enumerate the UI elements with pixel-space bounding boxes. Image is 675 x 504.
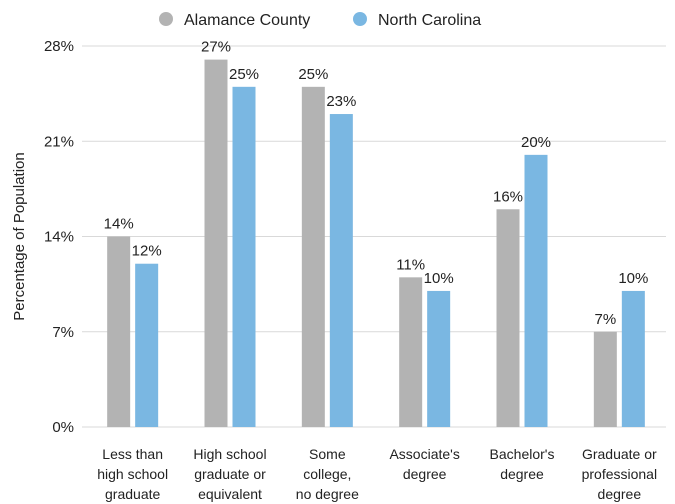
- data-label: 10%: [424, 270, 454, 287]
- data-label: 7%: [594, 311, 616, 328]
- x-tick-label: Graduate or professional degree: [582, 446, 658, 502]
- legend-label: Alamance County: [184, 12, 310, 29]
- x-tick-label-line: degree: [598, 486, 642, 502]
- legend-marker: [353, 12, 367, 26]
- y-tick-label: 28%: [44, 38, 74, 55]
- gridlines: [82, 45, 666, 428]
- data-label: 25%: [229, 66, 259, 83]
- bar: [399, 277, 423, 427]
- data-label: 27%: [201, 39, 231, 56]
- x-tick-label: Associate's degree: [389, 446, 459, 482]
- x-tick-label: Bachelor's degree: [490, 446, 555, 482]
- legend-marker: [159, 12, 173, 26]
- data-label: 23%: [326, 93, 356, 110]
- data-label: 14%: [104, 216, 134, 233]
- y-axis-title: Percentage of Population: [11, 152, 28, 320]
- bar: [427, 290, 451, 427]
- legend-label: North Carolina: [378, 12, 481, 29]
- x-tick-label-line: Some: [309, 446, 346, 462]
- y-tick-label: 7%: [52, 324, 74, 341]
- bar: [496, 209, 520, 427]
- bar: [329, 114, 353, 428]
- x-tick-label-line: Associate's: [389, 446, 459, 462]
- x-tick-label: Less than high school graduate: [97, 446, 168, 502]
- y-tick-label: 0%: [52, 419, 74, 436]
- y-tick-label: 14%: [44, 229, 74, 246]
- x-tick-label-line: Less than: [102, 446, 163, 462]
- x-tick-label-line: equivalent: [198, 486, 262, 502]
- x-tick-label-line: Graduate or: [582, 446, 657, 462]
- data-label: 11%: [396, 256, 425, 273]
- x-axis: Less than high school graduate High school g…: [97, 446, 657, 502]
- data-label: 25%: [298, 66, 328, 83]
- legend: Alamance County North Carolina: [159, 12, 481, 29]
- x-tick-label-line: graduate or: [194, 466, 266, 482]
- bar: [301, 86, 325, 428]
- x-tick-label-line: high school: [97, 466, 168, 482]
- data-label: 20%: [521, 134, 551, 151]
- bar: [204, 59, 228, 427]
- bar: [621, 290, 645, 427]
- x-tick-label-line: High school: [193, 446, 266, 462]
- bar: [232, 86, 256, 428]
- bars: 14%12%27%25% 25%23%11%10%16%20%7%10%: [104, 39, 648, 428]
- x-tick-label-line: no degree: [296, 486, 359, 502]
- y-axis: 0% 7% 14% 21% 28% Percentage of Population: [11, 38, 74, 436]
- x-tick-label: Some college, no degree: [296, 446, 359, 502]
- x-tick-label-line: college,: [303, 466, 351, 482]
- data-label: 10%: [618, 270, 648, 287]
- y-tick-label: 21%: [44, 133, 74, 150]
- x-tick-label-line: Bachelor's: [490, 446, 555, 462]
- bar: [107, 236, 131, 427]
- bar: [593, 331, 617, 427]
- data-label: 16%: [493, 188, 523, 205]
- x-tick-label: High school graduate or equivalent: [193, 446, 266, 502]
- x-tick-label-line: professional: [582, 466, 658, 482]
- bar: [524, 154, 548, 427]
- x-tick-label-line: graduate: [105, 486, 160, 502]
- x-tick-label-line: degree: [403, 466, 447, 482]
- bar: [135, 263, 159, 427]
- data-label: 12%: [132, 243, 162, 260]
- x-tick-label-line: degree: [500, 466, 544, 482]
